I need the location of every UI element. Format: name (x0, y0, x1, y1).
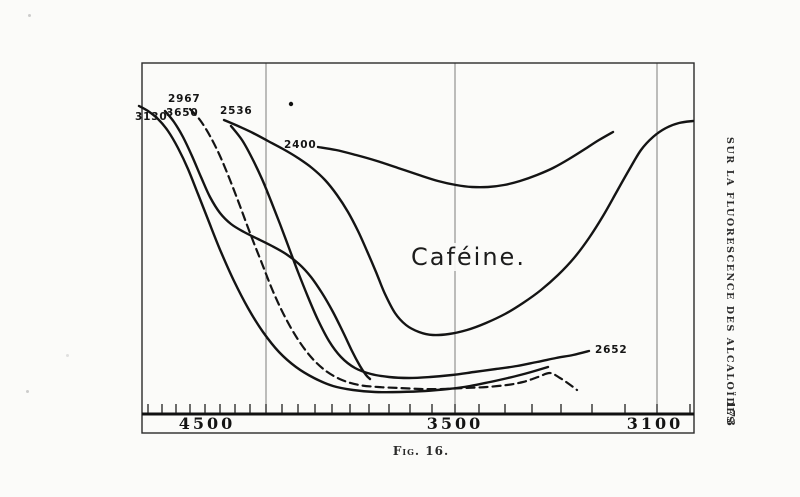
curve-label-2652: 2652 (595, 344, 628, 356)
running-title-vertical: SUR LA FLUORESCENCE DES ALCALOÏDES (724, 137, 735, 425)
curve-label-2400: 2400 (284, 139, 317, 151)
scan-speck (66, 354, 69, 357)
curve-2652 (229, 124, 591, 380)
curve-2400 (316, 130, 615, 189)
figure-caption: Fig. 16. (392, 444, 450, 458)
curve-label-2967: 2967 (168, 93, 201, 105)
x-tick-label-4500: 4500 (178, 414, 236, 433)
x-tick-label-3500: 3500 (426, 414, 484, 433)
curve-label-3130: 3130 (135, 111, 168, 123)
page-number: 173 (724, 401, 737, 427)
scan-speck (26, 390, 29, 393)
curve-3130 (137, 104, 550, 394)
ink-dot (288, 101, 294, 107)
curve-3650 (163, 109, 372, 381)
x-tick-label-3100: 3100 (626, 414, 684, 433)
plot-frame (141, 62, 695, 434)
curve-2967 (188, 107, 579, 392)
chart-annotation-cafeine: Caféine. (406, 243, 531, 271)
scan-speck (28, 14, 31, 17)
curve-label-2536: 2536 (220, 105, 253, 117)
curve-2536 (222, 118, 695, 337)
curve-label-3650: 3650 (166, 107, 199, 119)
